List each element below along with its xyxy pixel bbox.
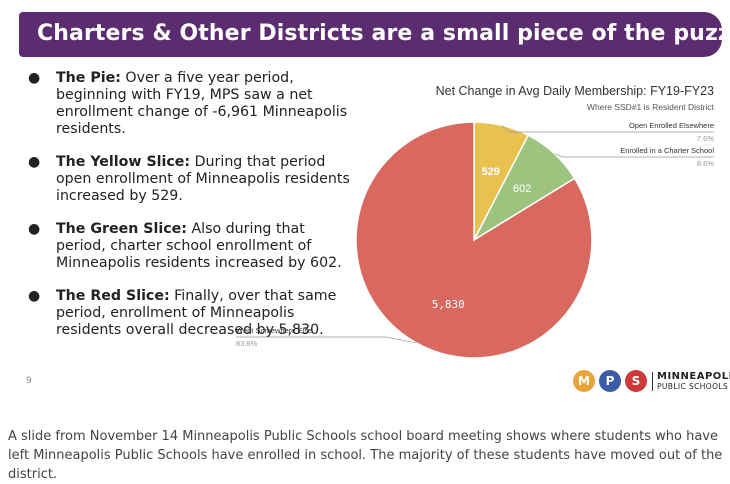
leader-line [236, 336, 417, 344]
slide-title: Charters & Other Districts are a small p… [37, 21, 730, 46]
caption: A slide from November 14 Minneapolis Pub… [8, 429, 723, 482]
logo-text-line2: PUBLIC SCHOOLS [657, 382, 729, 391]
bullet-heading: The Yellow Slice: [56, 154, 191, 170]
slice-value-label: 529 [482, 166, 500, 178]
bullet-list: ● The Pie: Over a five year period, begin… [22, 70, 352, 355]
page-number: 9 [26, 376, 32, 386]
slice-value-label: 5,830 [432, 298, 465, 311]
mps-logo: M P S MINNEAPOLIS PUBLIC SCHOOLS [573, 370, 730, 396]
bullet-item: ● The Green Slice: Also during that perio… [22, 221, 352, 272]
bullet-text: Finally, over that same period, enrollme… [56, 288, 337, 338]
pie-slice [355, 121, 593, 359]
slice-name-label: Enrolled in a Charter School [620, 146, 714, 155]
logo-divider [652, 372, 653, 391]
chart-subtitle: Where SSD#1 is Resident District [587, 102, 715, 112]
logo-text-line1: MINNEAPOLIS [657, 371, 730, 382]
title-bar: Charters & Other Districts are a small p… [19, 12, 730, 57]
pie-chart: Net Change in Avg Daily Membership: FY19… [236, 84, 715, 359]
slice-value-label: 602 [513, 183, 531, 195]
bullet-heading: The Green Slice: [56, 221, 187, 237]
slice-name-label: Went Somewhere Else [236, 326, 312, 335]
bullet-text: Over a five year period, beginning with … [56, 70, 348, 137]
bullet-dot: ● [28, 70, 41, 86]
bullet-item: ● The Red Slice: Finally, over that same … [22, 288, 352, 339]
bullet-item: ● The Pie: Over a five year period, begin… [22, 70, 352, 138]
leader-line [501, 125, 714, 133]
bullet-item: ● The Yellow Slice: During that period op… [22, 154, 352, 205]
chart-title: Net Change in Avg Daily Membership: FY19… [436, 84, 714, 98]
slice-percent-label: 7.6% [697, 134, 714, 143]
bullet-heading: The Pie: [56, 70, 121, 86]
logo-m-icon: M [573, 370, 595, 392]
bullet-text: During that period open enrollment of Mi… [56, 154, 350, 204]
logo-s-icon: S [625, 370, 647, 392]
bullet-dot: ● [28, 154, 41, 170]
slice-name-label: Open Enrolled Elsewhere [629, 121, 714, 130]
logo-p-icon: P [599, 370, 621, 392]
bullet-heading: The Red Slice: [56, 288, 170, 304]
leader-line [554, 153, 714, 158]
bullet-text: Also during that period, charter school … [56, 221, 342, 271]
slice-percent-label: 83.8% [236, 339, 258, 348]
bullet-dot: ● [28, 221, 41, 237]
slice-percent-label: 8.6% [697, 159, 714, 168]
bullet-dot: ● [28, 288, 41, 304]
